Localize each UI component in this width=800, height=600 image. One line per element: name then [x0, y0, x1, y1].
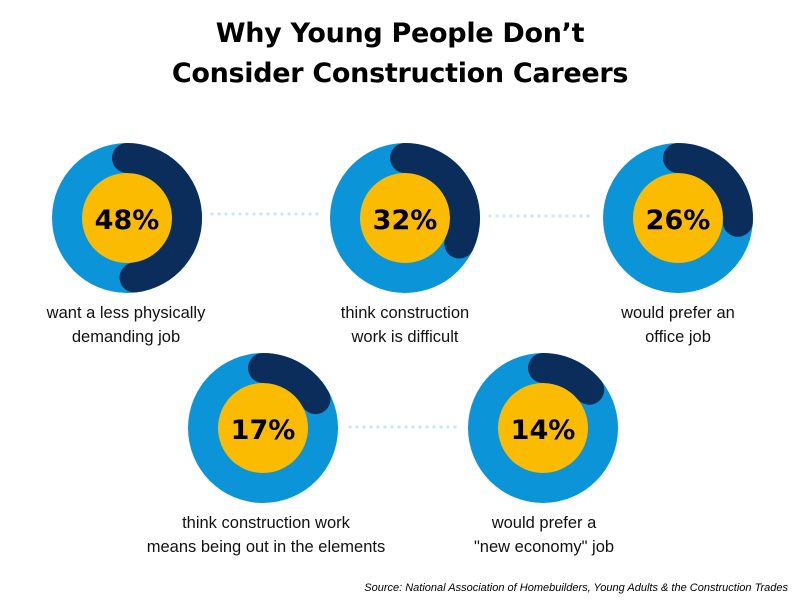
- caption-2-line-2: work is difficult: [351, 328, 459, 346]
- value-label-4: 17%: [231, 415, 296, 446]
- caption-1: want a less physically demanding job: [0, 301, 276, 349]
- connector-2-3: [488, 214, 590, 218]
- title-line-1: Why Young People Don’t: [215, 18, 585, 49]
- value-label-1: 48%: [95, 205, 160, 236]
- caption-5-line-1: would prefer a: [491, 514, 597, 532]
- donut-center-2: [360, 173, 450, 263]
- caption-3-line-2: office job: [645, 328, 711, 346]
- caption-5-line-2: "new economy" job: [473, 538, 615, 556]
- caption-5: would prefer a "new economy" job: [394, 511, 694, 559]
- donut-arc-5: [528, 353, 605, 405]
- caption-2: think construction work is difficult: [255, 301, 555, 349]
- caption-4-line-1: think construction work: [182, 514, 350, 532]
- caption-3-line-1: would prefer an: [621, 304, 735, 322]
- title-line-2: Consider Construction Careers: [171, 58, 629, 89]
- donut-arc-1: [112, 143, 203, 293]
- caption-4-line-2: means being out in the elements: [146, 538, 386, 556]
- donut-arc-2: [390, 143, 480, 259]
- donut-arc-3: [663, 143, 753, 237]
- caption-1-line-1: want a less physically: [46, 304, 206, 322]
- donut-center-3: [633, 173, 723, 263]
- caption-2-line-1: think construction: [340, 304, 470, 322]
- value-label-2: 32%: [373, 205, 438, 236]
- caption-4: think construction work means being out …: [116, 511, 416, 559]
- caption-1-line-2: demanding job: [71, 328, 181, 346]
- chart-title: Why Young People Don’t Consider Construc…: [0, 14, 800, 94]
- source-note: Source: National Association of Homebuil…: [364, 582, 788, 594]
- value-label-3: 26%: [646, 205, 711, 236]
- donut-center-1: [82, 173, 172, 263]
- donut-center-4: [218, 383, 308, 473]
- donut-center-5: [498, 383, 588, 473]
- donut-arc-4: [248, 353, 331, 415]
- value-label-5: 14%: [511, 415, 576, 446]
- connector-4-5: [348, 425, 457, 429]
- caption-3: would prefer an office job: [528, 301, 800, 349]
- connector-1-2: [210, 212, 319, 216]
